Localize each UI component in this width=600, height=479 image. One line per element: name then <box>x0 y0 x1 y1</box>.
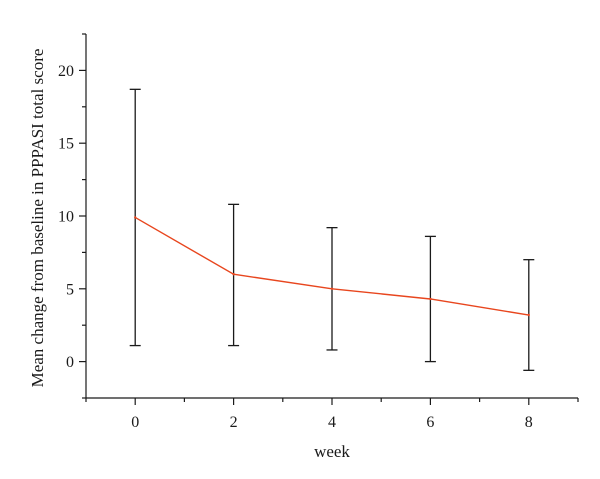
data-point <box>330 287 334 290</box>
data-point <box>527 313 530 317</box>
data-point <box>134 216 137 219</box>
y-tick-label: 5 <box>66 281 74 298</box>
error-bars <box>129 88 535 371</box>
x-tick-label: 6 <box>426 414 434 431</box>
y-tick-label: 15 <box>58 136 74 153</box>
y-tick-label: 0 <box>66 354 74 371</box>
series-lines <box>134 216 530 317</box>
x-tick-label: 8 <box>525 414 533 431</box>
axes: 0 2 4 6 8 0 5 10 15 20 <box>58 33 579 431</box>
y-tick-label: 10 <box>58 209 74 226</box>
x-tick-label: 4 <box>328 414 336 431</box>
y-axis-title: Mean change from baseline in PPPASI tota… <box>28 49 47 388</box>
y-tick-label: 20 <box>58 63 74 80</box>
data-point <box>232 273 235 276</box>
x-tick-label: 0 <box>131 414 139 431</box>
x-axis-title: week <box>314 442 350 461</box>
x-tick-label: 2 <box>230 414 238 431</box>
data-point <box>429 297 432 301</box>
